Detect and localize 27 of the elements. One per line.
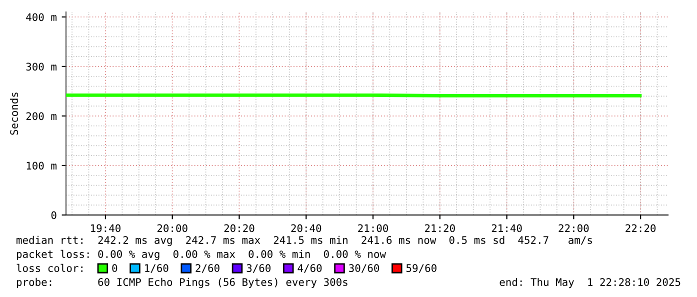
legend-label: 0 — [112, 264, 118, 272]
y-tick-label: 200 m — [26, 112, 56, 120]
x-tick-label: 22:00 — [558, 224, 589, 232]
legend-label: 3/60 — [246, 264, 271, 273]
x-tick-label: 20:20 — [224, 224, 254, 232]
text: probe: 60 ICMP Echo Pings (56 Bytes) every 300s — [16, 278, 348, 288]
x-tick-label: 19:40 — [91, 224, 120, 232]
legend-label: 2/60 — [196, 264, 220, 273]
y-tick-label: 400 m — [26, 13, 56, 22]
y-tick-label: 300 m — [26, 62, 56, 71]
legend-label: 30/60 — [349, 264, 380, 273]
text: median rtt: 242.2 ms avg 242.7 ms max 241.5 ms min 241.6 ms now 0.5 ms sd 452.7 am/s — [16, 236, 592, 246]
y-tick-label: 100 m — [26, 162, 56, 170]
x-tick-label: 20:00 — [157, 224, 188, 232]
y-tick-label: 0 — [51, 211, 56, 220]
x-tick-label: 20:40 — [291, 224, 322, 232]
legend-label: 4/60 — [298, 264, 322, 273]
text: end: Thu May 1 22:28:10 2025 — [500, 278, 680, 288]
x-tick-label: 21:00 — [358, 224, 388, 232]
legend-label: 59/60 — [406, 264, 436, 273]
text: packet loss: 0.00 % avg 0.00 % max 0.00 % min 0.00 % now — [16, 250, 386, 260]
x-tick-label: 22:20 — [626, 224, 656, 232]
y-axis-title: Seconds — [10, 92, 18, 135]
legend-title: loss color: — [16, 264, 82, 272]
x-tick-label: 21:40 — [492, 224, 522, 232]
legend-label: 1/60 — [145, 264, 168, 273]
x-tick-label: 21:20 — [424, 224, 455, 232]
